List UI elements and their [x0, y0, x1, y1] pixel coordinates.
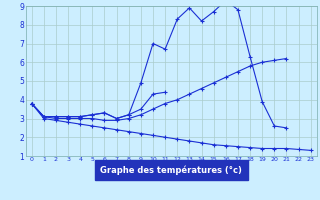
X-axis label: Graphe des températures (°c): Graphe des températures (°c)	[100, 165, 242, 175]
